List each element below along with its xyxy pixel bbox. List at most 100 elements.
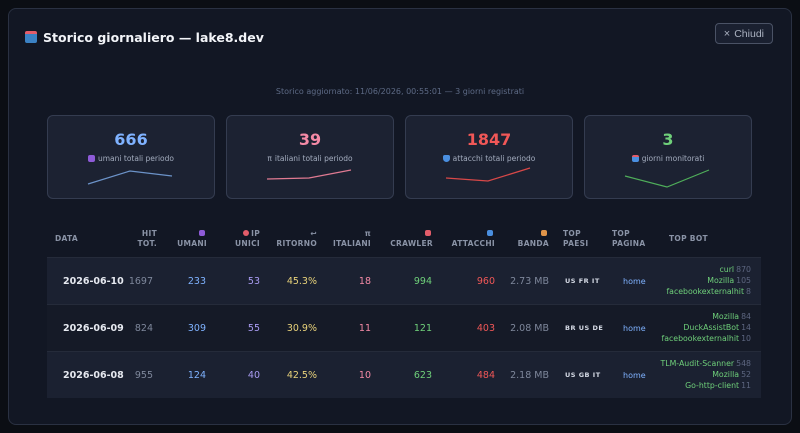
card-label: italiani totali periodo [274,154,353,163]
calendar-icon [631,155,639,162]
cell-umani: 309 [187,322,206,334]
col-hit[interactable]: HIT TOT. [137,229,157,248]
bot-item: Go-http-client 11 [685,381,751,390]
cell-italiani: 10 [358,369,371,381]
card-value: 1847 [466,130,512,149]
card-value: 666 [114,130,148,149]
cell-date: 2026-06-10 [63,275,124,287]
col-paesi[interactable]: TOP PAESI [563,229,589,248]
cell-ip: 55 [247,322,260,334]
sparkline-attacchi [445,167,531,182]
card-label: giorni monitorati [641,154,705,163]
history-modal: Storico giornaliero — lake8.dev × Chiudi… [8,8,792,425]
pi-icon: π [267,154,272,163]
cell-ritorno: 45.3% [286,275,317,287]
return-icon: ↩ [310,229,317,238]
card-umani: 666 umani totali periodo [47,115,215,199]
bot-item: Mozilla 52 [712,370,751,379]
col-umani[interactable]: UMANI [159,221,207,257]
cell-ip: 40 [247,369,260,381]
cell-banda: 2.18 MB [510,369,549,381]
sparkline-line [624,169,710,188]
cell-crawler: 994 [413,275,432,287]
bot-item: facebookexternalhit 8 [666,287,751,296]
close-icon: × [723,27,731,40]
cell-ritorno: 30.9% [286,322,317,334]
card-label: umani totali periodo [98,154,174,163]
bot-list: Mozilla 84 DuckAssistBot 14 facebookextern… [661,312,751,344]
table-header: DATA HIT TOT. UMANI IP UNICI ↩ RITORNO π ITA… [47,221,761,257]
cell-date: 2026-06-08 [63,369,124,381]
sparkline-line [266,169,352,180]
cell-pagina-link[interactable]: home [623,370,646,380]
cell-italiani: 11 [358,322,371,334]
cell-ip: 53 [247,275,260,287]
sparkline-umani [87,170,173,185]
calendar-icon [25,31,37,43]
bot-item: TLM-Audit-Scanner 548 [660,359,751,368]
col-ritorno[interactable]: ↩ RITORNO [276,229,317,248]
cell-crawler: 121 [413,322,432,334]
summary-cards: 666 umani totali periodo 39 π italiani to… [47,115,752,199]
cell-paesi: US GB IT [565,371,601,379]
card-value: 3 [662,130,674,149]
col-italiani[interactable]: π ITALIANI [333,229,371,248]
col-pagina[interactable]: TOP PAGINA [612,229,646,248]
cell-banda: 2.08 MB [510,322,549,334]
target-icon [243,230,250,236]
cell-crawler: 623 [413,369,432,381]
bot-item: Mozilla 84 [712,312,751,321]
col-ip[interactable]: IP UNICI [235,229,260,248]
shield-icon [487,230,493,236]
history-table: DATA HIT TOT. UMANI IP UNICI ↩ RITORNO π ITA… [47,221,761,398]
bot-item: DuckAssistBot 14 [683,323,751,332]
col-data[interactable]: DATA [55,234,78,243]
people-icon [88,155,95,162]
bot-list: TLM-Audit-Scanner 548 Mozilla 52 Go-http-c… [660,359,751,391]
close-button[interactable]: × Chiudi [714,23,773,44]
cell-italiani: 18 [358,275,371,287]
shield-icon [442,155,450,162]
bot-item: facebookexternalhit 10 [661,334,751,343]
table-row: 2026-06-10 1697 233 53 45.3% 18 994 960 … [47,257,761,304]
cell-umani: 233 [187,275,206,287]
col-bot[interactable]: TOP BOT [669,234,708,243]
cell-pagina-link[interactable]: home [623,276,646,286]
cell-hit: 824 [134,322,153,334]
sparkline-giorni [624,169,710,188]
sparkline-line [445,167,531,182]
cell-attacchi: 960 [476,275,495,287]
card-attacchi: 1847 attacchi totali periodo [405,115,573,199]
people-icon [199,230,205,236]
card-label: attacchi totali periodo [452,154,536,163]
cell-hit: 955 [134,369,153,381]
cell-attacchi: 403 [476,322,495,334]
card-italiani: 39 π italiani totali periodo [226,115,394,199]
pi-icon: π [364,229,371,238]
table-row: 2026-06-09 824 309 55 30.9% 11 121 403 2… [47,304,761,351]
card-value: 39 [298,130,322,149]
table-row: 2026-06-08 955 124 40 42.5% 10 623 484 2… [47,351,761,398]
cell-ritorno: 42.5% [286,369,317,381]
col-banda[interactable]: BANDA [505,221,549,257]
card-giorni: 3 giorni monitorati [584,115,752,199]
history-subtitle: Storico aggiornato: 11/06/2026, 00:55:01… [275,87,525,96]
cell-hit: 1697 [128,275,153,287]
bot-item: Mozilla 105 [707,276,751,285]
bot-item: curl 870 [719,265,752,274]
sparkline-line [87,170,173,185]
package-icon [541,230,547,236]
bot-list: curl 870 Mozilla 105 facebookexternalhit 8 [666,265,751,297]
cell-pagina-link[interactable]: home [623,323,646,333]
cell-attacchi: 484 [476,369,495,381]
modal-header: Storico giornaliero — lake8.dev × Chiudi [25,23,775,47]
col-attacchi[interactable]: ATTACCHI [445,221,495,257]
close-label: Chiudi [734,27,764,40]
cell-paesi: US FR IT [565,277,600,285]
cell-paesi: BR US DE [565,324,604,332]
sparkline-italiani [266,169,352,180]
cell-banda: 2.73 MB [510,275,549,287]
modal-title: Storico giornaliero — lake8.dev [43,29,264,45]
cell-date: 2026-06-09 [63,322,124,334]
col-crawler[interactable]: CRAWLER [385,221,433,257]
